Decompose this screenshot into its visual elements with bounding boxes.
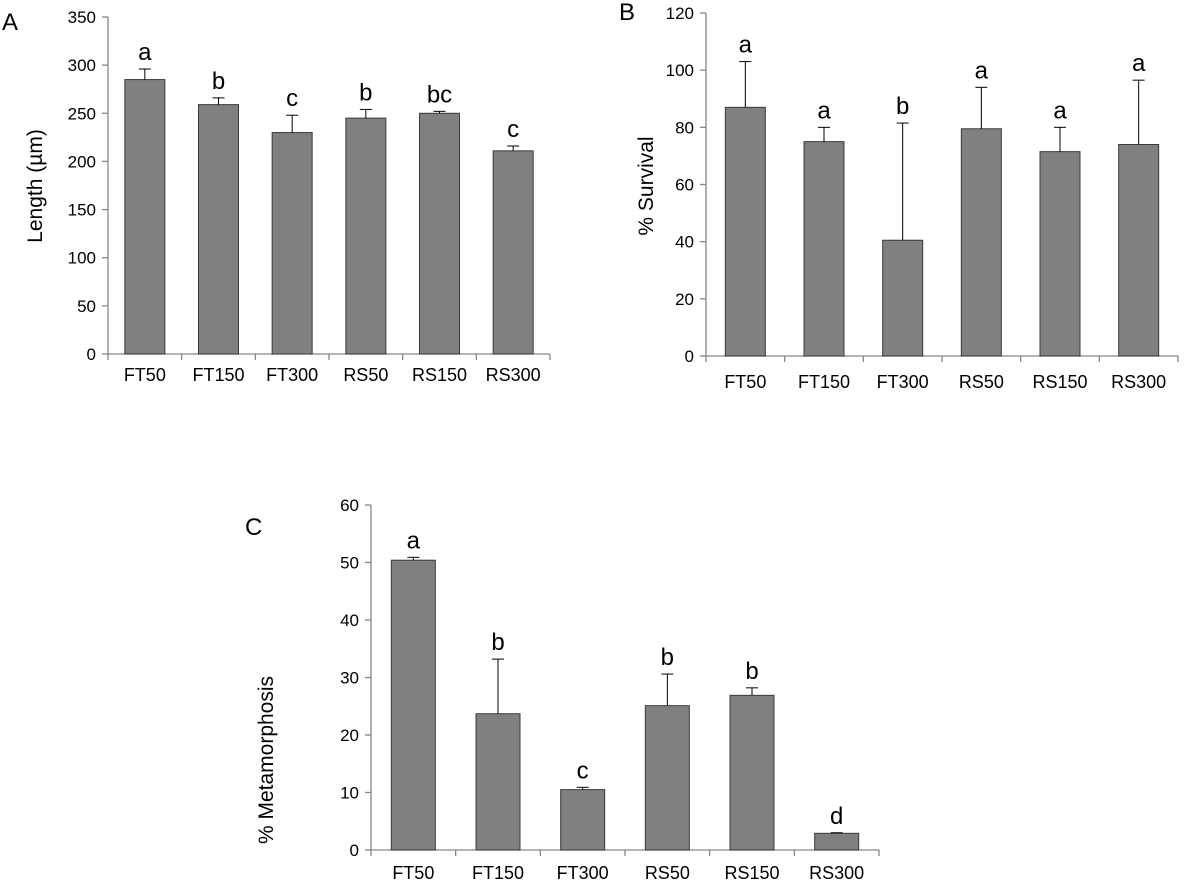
x-tick-label: FT150 — [798, 372, 850, 392]
significance-letter: b — [491, 629, 504, 656]
y-tick-label: 80 — [675, 118, 694, 137]
y-tick-label: 0 — [87, 345, 96, 364]
y-tick-label: 50 — [77, 297, 96, 316]
bar — [475, 713, 521, 851]
y-axis-label: % Metamorphosis — [255, 676, 278, 844]
bar — [419, 112, 460, 355]
x-tick-label: RS150 — [1032, 372, 1087, 392]
significance-letter: a — [407, 527, 421, 554]
bar — [560, 789, 606, 851]
bar — [1039, 151, 1081, 357]
x-tick-label: RS300 — [1111, 372, 1166, 392]
significance-letter: a — [739, 32, 753, 59]
x-tick-label: FT300 — [877, 372, 929, 392]
significance-letter: a — [138, 39, 152, 66]
y-tick-label: 60 — [340, 496, 359, 515]
significance-letter: a — [975, 57, 989, 84]
bar — [271, 132, 313, 355]
bar — [729, 694, 775, 851]
bar — [124, 79, 166, 355]
y-tick-label: 200 — [68, 152, 96, 171]
y-tick-label: 50 — [340, 554, 359, 573]
y-tick-label: 100 — [666, 61, 694, 80]
significance-letter: a — [817, 97, 831, 124]
bar — [814, 832, 860, 851]
significance-letter: b — [359, 79, 372, 106]
x-tick-label: RS50 — [645, 863, 690, 883]
panel-label: B — [619, 0, 635, 26]
y-tick-label: 30 — [340, 669, 359, 688]
panel-b-chart: B % Survival 0 20 40 60 80 100 120 a FT50 a FT150 b FT… — [619, 0, 1179, 392]
significance-letter: bc — [427, 81, 452, 108]
bar — [390, 559, 436, 851]
y-tick-label: 40 — [675, 233, 694, 252]
significance-letter: d — [830, 803, 843, 830]
y-axis-label: % Survival — [635, 136, 658, 235]
y-tick-label: 150 — [68, 201, 96, 220]
bar — [492, 150, 534, 355]
y-tick-label: 300 — [68, 56, 96, 75]
x-tick-label: RS150 — [724, 863, 779, 883]
y-tick-label: 10 — [340, 784, 359, 803]
bar — [198, 104, 239, 355]
y-tick-label: 0 — [350, 841, 359, 860]
x-tick-label: FT50 — [124, 365, 166, 385]
significance-letter: b — [661, 644, 674, 671]
significance-letter: b — [896, 93, 909, 120]
x-tick-label: RS50 — [343, 365, 388, 385]
bar — [960, 128, 1002, 357]
panel-a-chart: A Length (µm) 0 50 100 150 200 250 300 350 a FT50 b F… — [2, 8, 551, 385]
y-tick-label: 120 — [666, 4, 694, 23]
x-tick-label: FT300 — [557, 863, 609, 883]
y-tick-label: 100 — [68, 249, 96, 268]
y-tick-label: 350 — [68, 8, 96, 27]
y-tick-label: 20 — [675, 290, 694, 309]
x-tick-label: FT150 — [192, 365, 244, 385]
x-tick-label: RS300 — [486, 365, 541, 385]
x-tick-label: FT50 — [724, 372, 766, 392]
x-tick-label: RS50 — [959, 372, 1004, 392]
y-tick-label: 250 — [68, 104, 96, 123]
x-tick-label: RS150 — [412, 365, 467, 385]
bar — [345, 117, 387, 355]
bar — [1118, 143, 1160, 357]
bar — [803, 141, 845, 357]
significance-letter: a — [1053, 97, 1067, 124]
x-tick-label: FT150 — [472, 863, 524, 883]
panel-label: C — [245, 514, 262, 541]
significance-letter: c — [507, 116, 519, 143]
y-tick-label: 20 — [340, 726, 359, 745]
y-tick-label: 0 — [685, 347, 694, 366]
significance-letter: c — [286, 85, 298, 112]
bar — [882, 239, 924, 357]
panel-c-chart: C % Metamorphosis 0 10 20 30 40 50 60 a FT50 b FT150… — [245, 496, 880, 883]
y-tick-label: 40 — [340, 611, 359, 630]
bar — [724, 106, 766, 357]
x-tick-label: RS300 — [809, 863, 864, 883]
significance-letter: b — [745, 658, 758, 685]
significance-letter: b — [212, 68, 225, 95]
significance-letter: c — [577, 757, 589, 784]
x-tick-label: FT300 — [266, 365, 318, 385]
y-tick-label: 60 — [675, 176, 694, 195]
x-tick-label: FT50 — [392, 863, 434, 883]
panel-label: A — [2, 9, 18, 36]
significance-letter: a — [1132, 50, 1146, 77]
y-axis-label: Length (µm) — [24, 129, 47, 243]
bar — [644, 705, 690, 851]
